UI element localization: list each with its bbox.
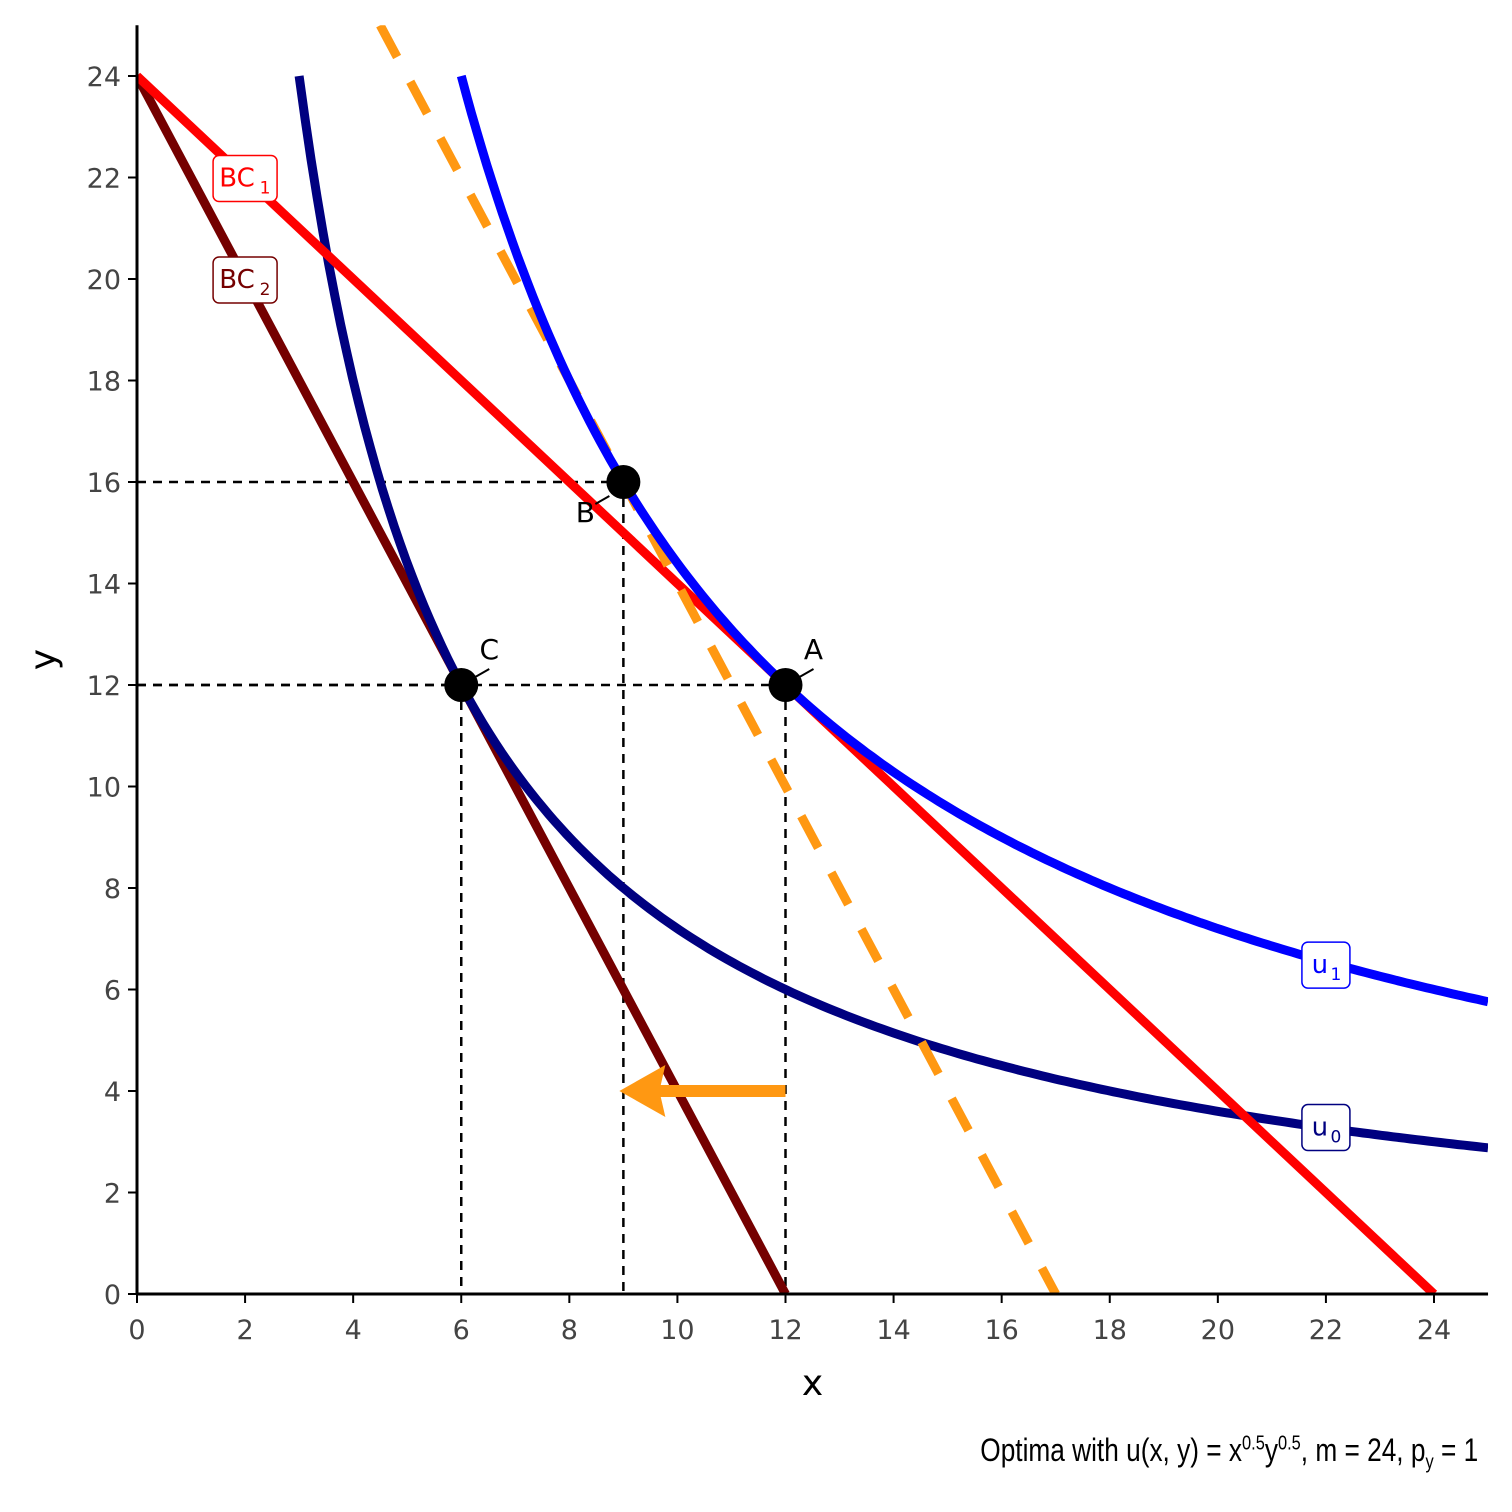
x-tick-label: 8: [561, 1315, 578, 1346]
y-tick-label: 20: [87, 265, 121, 296]
caption-text: , m = 24, p: [1300, 1432, 1426, 1468]
point-label-A: A: [804, 633, 823, 666]
point-C: [444, 668, 479, 702]
x-axis-label: x: [802, 1363, 823, 1404]
y-tick-label: 12: [87, 671, 121, 702]
curve-label-u0: u: [1312, 1113, 1328, 1143]
arrow-head: [619, 1065, 666, 1117]
y-tick-label: 10: [87, 773, 121, 804]
series-u0: [294, 75, 1489, 1153]
y-tick-label: 22: [87, 164, 121, 195]
point-label-B: B: [576, 496, 595, 529]
curve-label-box-BC2: [212, 256, 278, 304]
caption-exp: 0.5: [1277, 1432, 1301, 1455]
caption-text: y: [1264, 1432, 1278, 1468]
y-tick-label: 4: [104, 1077, 121, 1108]
x-tick-label: 4: [345, 1315, 362, 1346]
curve-label-box-u1: [1301, 941, 1351, 989]
curve-label-BC1: BC: [219, 164, 255, 194]
x-tick-label: 20: [1201, 1315, 1235, 1346]
caption: Optima with u(x, y) = x0.5y0.5, m = 24, …: [980, 1432, 1478, 1474]
point-A: [768, 668, 803, 702]
point-leader-C: [474, 668, 490, 678]
x-tick-label: 10: [660, 1315, 694, 1346]
caption-sub: y: [1425, 1451, 1434, 1474]
series-compensated: [376, 25, 1060, 1294]
point-leader-A: [799, 668, 814, 678]
caption-text: = 1: [1433, 1432, 1478, 1468]
x-tick-label: 22: [1309, 1315, 1343, 1346]
curve-label-sub-u0: 0: [1331, 1128, 1342, 1148]
curve-label-box-u0: [1301, 1103, 1351, 1152]
caption-exp: 0.5: [1241, 1432, 1265, 1455]
curve-label-sub-u1: 1: [1331, 965, 1342, 985]
y-tick-label: 16: [87, 468, 121, 499]
curve-label-u1: u: [1312, 950, 1328, 980]
y-tick-label: 18: [87, 367, 121, 398]
curve-label-sub-BC2: 2: [260, 280, 271, 300]
x-tick-label: 2: [236, 1315, 253, 1346]
y-tick-label: 24: [87, 62, 121, 93]
y-tick-label: 2: [104, 1179, 121, 1210]
x-tick-label: 14: [876, 1315, 910, 1346]
y-tick-label: 0: [104, 1280, 121, 1311]
x-tick-label: 12: [768, 1315, 802, 1346]
point-leader-B: [594, 495, 610, 505]
x-tick-label: 6: [453, 1315, 470, 1346]
y-tick-label: 8: [104, 874, 121, 905]
point-B: [606, 465, 641, 499]
curve-label-BC2: BC: [219, 265, 255, 295]
x-tick-label: 16: [984, 1315, 1018, 1346]
point-label-C: C: [479, 633, 499, 666]
y-axis-label: y: [23, 649, 64, 670]
curve-label-box-BC1: [212, 154, 278, 203]
y-tick-label: 6: [104, 976, 121, 1007]
caption-text: Optima with u(x, y) = x: [980, 1432, 1242, 1468]
x-tick-label: 24: [1417, 1315, 1451, 1346]
x-tick-label: 0: [128, 1315, 145, 1346]
x-tick-label: 18: [1093, 1315, 1127, 1346]
curve-label-sub-BC1: 1: [260, 179, 271, 199]
y-tick-label: 14: [87, 570, 121, 601]
